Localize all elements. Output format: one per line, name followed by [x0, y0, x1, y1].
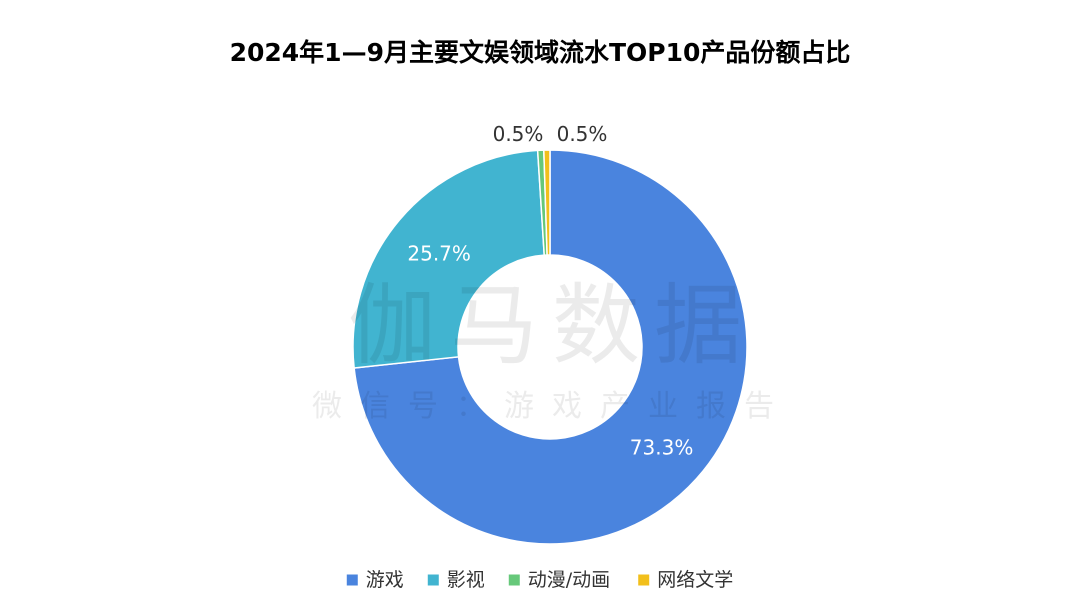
data-label-3: 0.5% — [493, 122, 544, 146]
legend-label-2: 影视 — [447, 569, 485, 591]
legend-swatch-1 — [346, 574, 358, 586]
data-label-1: 73.3% — [630, 435, 694, 459]
watermark-main-text: 伽马数据 — [348, 274, 756, 377]
data-labels: 73.3% 25.7% 0.5% 0.5% — [407, 122, 693, 459]
legend-label-3: 动漫/动画 — [528, 569, 610, 591]
legend-swatch-3 — [508, 574, 520, 586]
watermark: 伽马数据 微信号：游戏产业报告 — [312, 274, 792, 424]
legend-swatch-2 — [427, 574, 439, 586]
data-label-2: 25.7% — [407, 242, 471, 266]
legend-item-1: 游戏 — [346, 569, 404, 591]
legend-label-1: 游戏 — [366, 569, 404, 591]
legend: 游戏 影视 动漫/动画 网络文学 — [346, 569, 733, 591]
data-label-4: 0.5% — [557, 122, 608, 146]
legend-swatch-4 — [638, 574, 650, 586]
legend-item-4: 网络文学 — [638, 569, 733, 591]
chart-title: 2024年1—9月主要文娱领域流水TOP10产品份额占比 — [230, 38, 851, 67]
watermark-sub-text: 微信号：游戏产业报告 — [312, 389, 792, 424]
legend-item-2: 影视 — [427, 569, 485, 591]
donut-slice-1 — [353, 149, 748, 545]
donut-slice-4 — [543, 149, 551, 256]
donut-slice-2 — [352, 149, 546, 369]
legend-item-3: 动漫/动画 — [508, 569, 610, 591]
donut-slices — [352, 149, 748, 545]
legend-label-4: 网络文学 — [657, 569, 733, 591]
